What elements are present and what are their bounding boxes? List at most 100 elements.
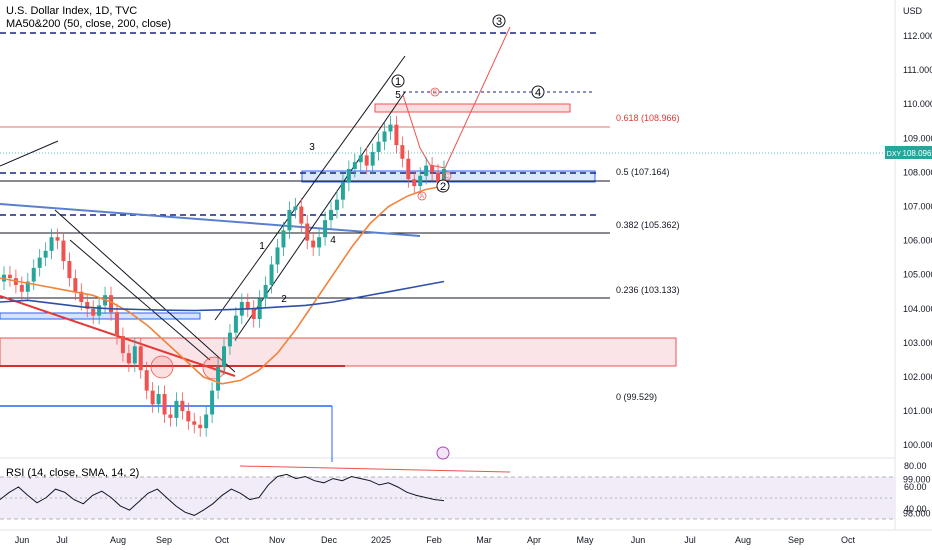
candle-body xyxy=(269,264,274,285)
candle-body xyxy=(180,400,185,412)
annotation-lines xyxy=(0,26,932,473)
candle-body xyxy=(109,295,114,313)
candle-body xyxy=(358,155,363,163)
candle-body xyxy=(192,421,197,425)
blue-zone-box xyxy=(301,170,596,183)
time-tick-label: Mar xyxy=(476,535,492,545)
candle-body xyxy=(323,220,328,238)
candle-body xyxy=(91,308,96,316)
candle-body xyxy=(43,250,48,258)
candle-body xyxy=(85,301,90,309)
currency-label: USD xyxy=(903,6,923,16)
candle-body xyxy=(329,209,334,221)
wave-label-text-c: C xyxy=(445,174,450,180)
time-tick-label: Aug xyxy=(110,535,126,545)
candle-body xyxy=(394,124,399,146)
rsi-pane xyxy=(0,473,895,520)
time-tick-label: Aug xyxy=(735,535,751,545)
indicator-title: MA50&200 (50, close, 200, close) xyxy=(6,18,171,30)
candle-body xyxy=(114,312,119,337)
price-tick-label: 109.000 xyxy=(903,133,932,143)
fib-label-0: 0 (99.529) xyxy=(616,392,657,402)
price-tag-symbol-box xyxy=(885,146,903,159)
chart-title: U.S. Dollar Index, 1D, TVC xyxy=(6,5,137,17)
falling-channel-top xyxy=(54,209,236,373)
time-tick-label: Nov xyxy=(269,535,286,545)
candle-body xyxy=(370,151,375,166)
rsi-title: RSI (14, close, SMA, 14, 2) xyxy=(6,467,139,479)
candle-body xyxy=(418,175,423,187)
price-tick-label: 112.000 xyxy=(903,31,932,41)
candle-body xyxy=(67,261,72,279)
bottom-circle-right xyxy=(202,356,226,380)
time-tick-label: Jun xyxy=(631,535,646,545)
candle-body xyxy=(174,400,179,418)
rising-channel-bottom xyxy=(234,91,406,341)
time-tick-label: Dec xyxy=(321,535,338,545)
price-axis-ticks: 112.000 111.000 110.000 109.000 108.000 107.0… xyxy=(903,31,932,518)
candle-body xyxy=(186,411,191,422)
candle-body xyxy=(150,390,155,405)
candle-body xyxy=(31,267,36,282)
wave-label-circle-a xyxy=(417,191,427,201)
fib-label-236: 0.236 (103.133) xyxy=(616,285,680,295)
ma200-line xyxy=(0,280,445,312)
candle-body xyxy=(275,247,280,265)
price-tick-label: 101.000 xyxy=(903,406,932,416)
rsi-tick-60: 60.00 xyxy=(904,482,927,492)
price-tick-label: 104.000 xyxy=(903,304,932,314)
candle-body xyxy=(382,131,387,142)
candle-body xyxy=(245,301,250,309)
candle-body xyxy=(73,278,78,292)
time-tick-label: Jun xyxy=(15,535,30,545)
candle-body xyxy=(198,424,203,429)
candle-body xyxy=(156,394,161,405)
candle-body xyxy=(364,155,369,166)
candle-body xyxy=(37,257,42,268)
blue-falling-trendline xyxy=(0,203,421,237)
rsi-axis-ticks: 80.00 60.00 40.00 xyxy=(904,461,927,514)
candle-body xyxy=(281,230,286,248)
candle-body xyxy=(138,346,143,371)
wave-label-text-4: 4 xyxy=(330,235,336,246)
candle-body xyxy=(430,165,435,173)
time-tick-label: Jul xyxy=(56,535,68,545)
candle-body xyxy=(7,274,12,279)
wave-label-text-b: B xyxy=(433,90,437,96)
candle-body xyxy=(126,353,131,364)
projection-path xyxy=(402,26,511,169)
candle-body xyxy=(204,414,209,429)
wave-label-text-circle-2: 2 xyxy=(440,181,446,193)
price-tick-label: 110.000 xyxy=(903,99,932,109)
time-tick-label: May xyxy=(576,535,594,545)
demand-zone-box xyxy=(0,337,677,367)
candle-body xyxy=(55,237,60,241)
candle-body xyxy=(424,165,429,176)
candle-body xyxy=(19,284,24,292)
bottom-circle-left xyxy=(150,355,174,379)
price-tick-label: 102.000 xyxy=(903,372,932,382)
candle-body xyxy=(406,158,411,180)
candle-body xyxy=(334,199,339,210)
candle-body xyxy=(412,179,417,187)
rsi-divergence-line xyxy=(239,465,511,473)
candle-body xyxy=(388,124,393,132)
wave-label-text-5: 5 xyxy=(395,90,401,101)
candle-body xyxy=(162,394,167,415)
wave-label-circle-3 xyxy=(492,14,506,28)
price-tag-value-box xyxy=(903,146,932,159)
candle-body xyxy=(346,168,351,183)
wave-label-text-3: 3 xyxy=(309,142,315,153)
candle-body xyxy=(132,346,137,364)
price-tick-label: 111.000 xyxy=(903,65,932,75)
time-tick-label: Oct xyxy=(215,535,230,545)
candles-group xyxy=(2,116,446,437)
wave-labels: 1 5 3 4 2 3 1 2 4 A B C xyxy=(259,14,545,305)
candle-body xyxy=(216,366,221,391)
fib-label-50: 0.5 (107.164) xyxy=(616,167,670,177)
candle-body xyxy=(210,390,215,415)
price-tick-label: 99.000 xyxy=(903,474,931,484)
time-tick-label: Sep xyxy=(156,535,172,545)
candle-body xyxy=(299,206,304,224)
